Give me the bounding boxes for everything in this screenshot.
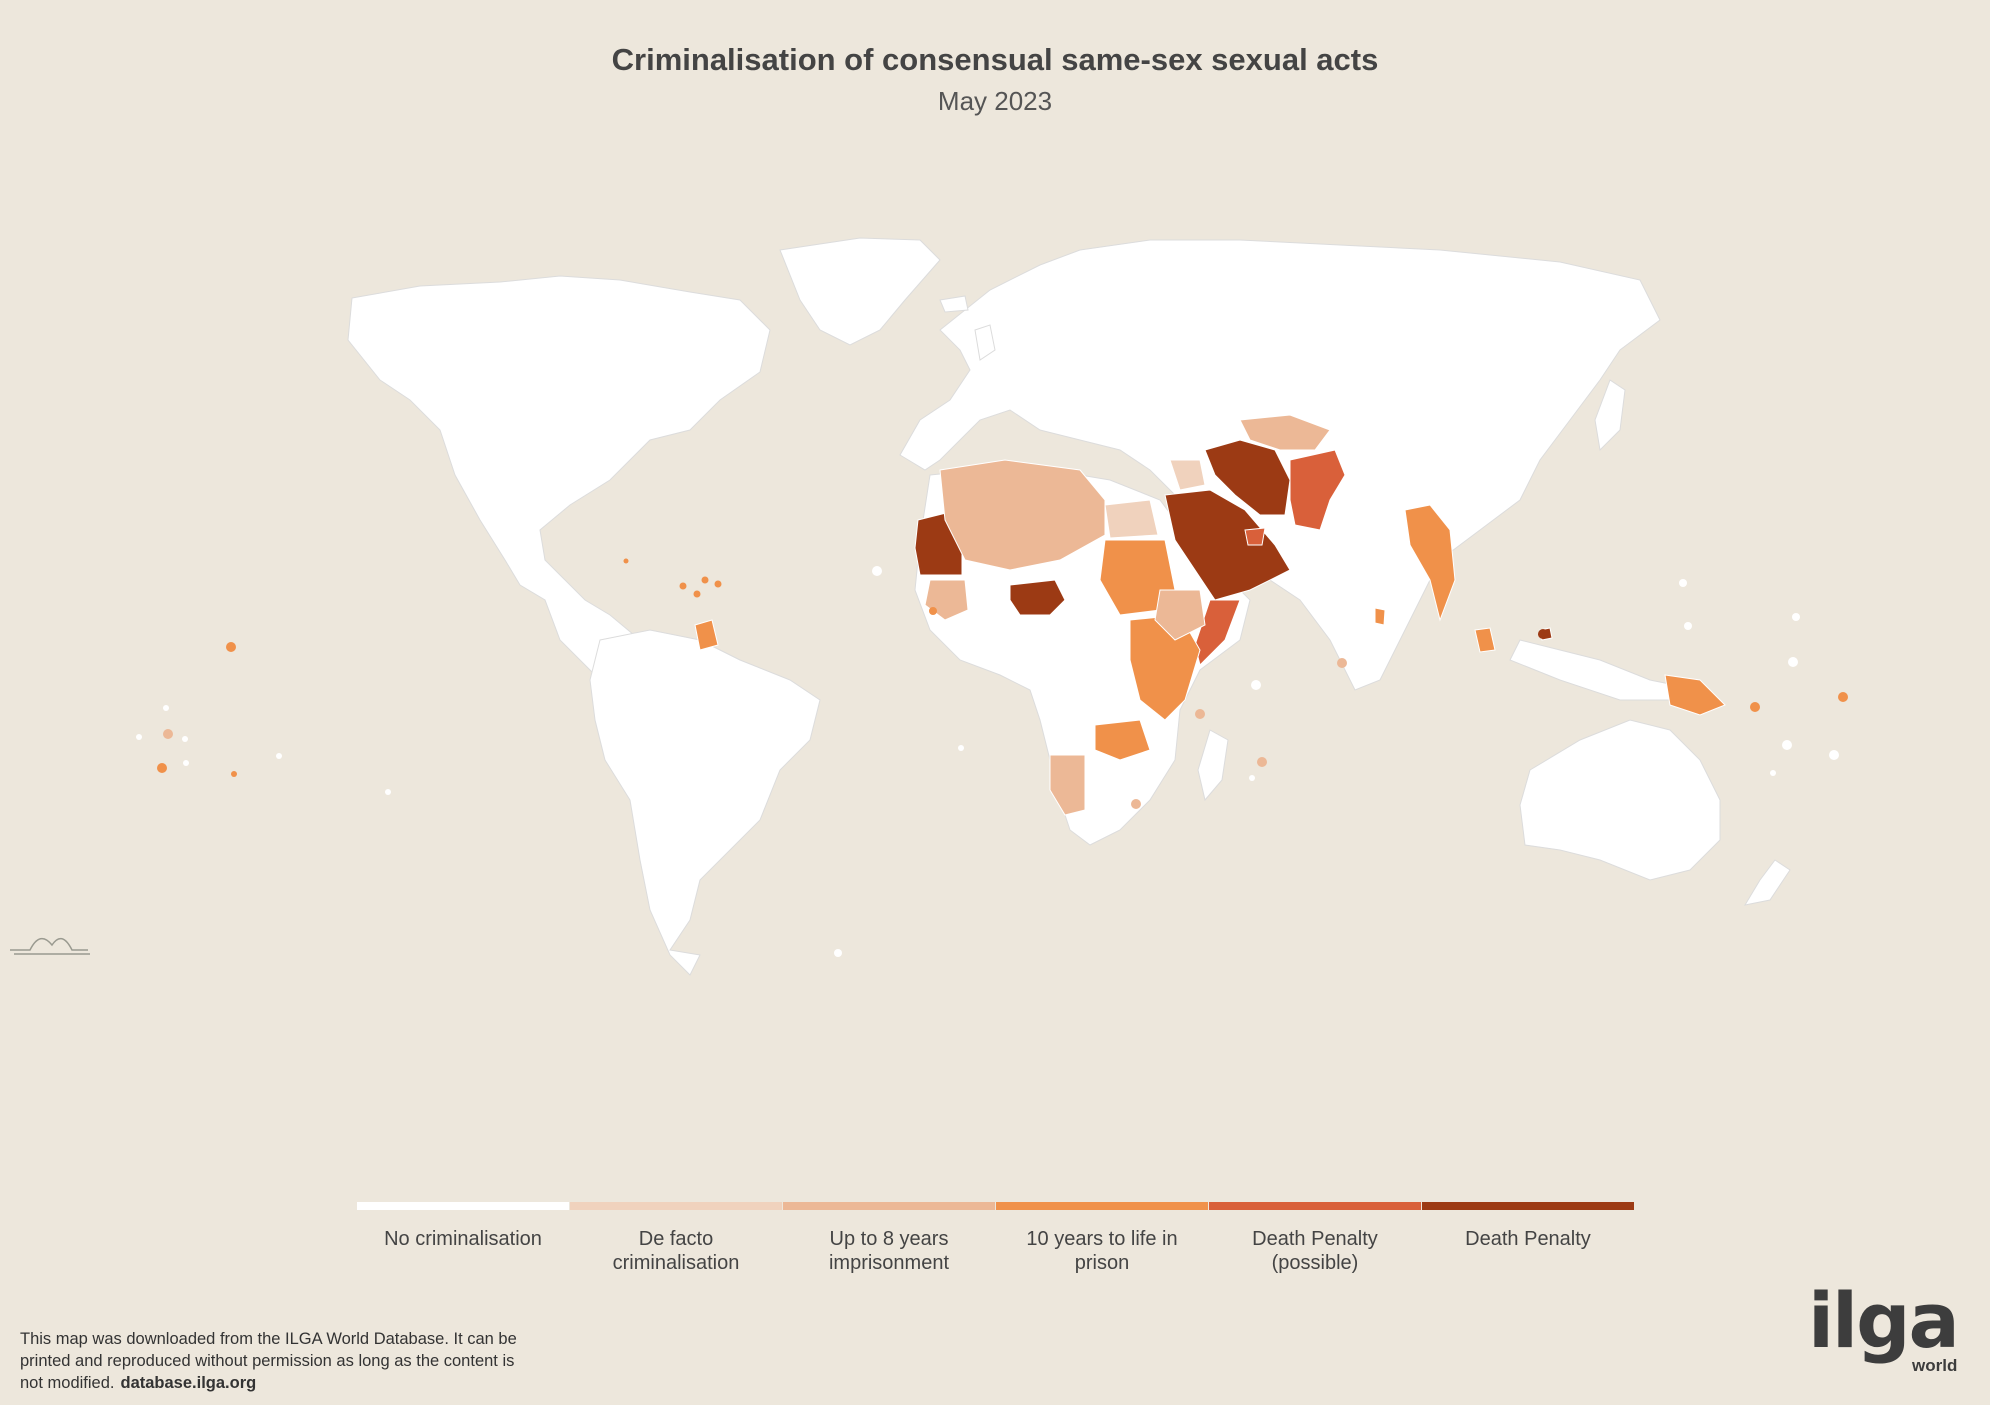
legend-label: Death Penalty (possible) <box>1252 1228 1378 1274</box>
island-marker <box>1249 775 1255 781</box>
region-ten-to-life-guyana <box>694 619 719 651</box>
island-marker <box>958 745 964 751</box>
island-marker <box>136 734 142 740</box>
region-death-penalty-saudi-arabia <box>1164 489 1291 601</box>
legend-swatch <box>570 1202 782 1210</box>
landmass-greenland <box>779 237 941 346</box>
island-marker <box>1684 622 1692 630</box>
island-marker <box>834 949 842 957</box>
region-death-penalty-iran <box>1204 439 1291 516</box>
source-note-text: This map was downloaded from the ILGA Wo… <box>20 1330 517 1392</box>
region-de-facto-egypt <box>1104 499 1159 539</box>
island-marker <box>1251 680 1261 690</box>
logo-sub: world <box>1912 1356 1958 1375</box>
landmass-madagascar <box>1197 729 1229 802</box>
legend-label: No criminalisation <box>384 1228 542 1250</box>
ilga-world-logo: ilga world <box>1808 1276 1960 1380</box>
criminalisation-layer <box>694 414 1726 816</box>
landmass-new-zealand <box>1743 859 1791 906</box>
island-marker <box>385 789 391 795</box>
region-up-to-8-ethiopia <box>1154 589 1206 641</box>
island-marker <box>714 580 722 588</box>
source-url[interactable]: database.ilga.org <box>120 1374 257 1392</box>
legend-swatch <box>1422 1202 1634 1210</box>
legend-item: No criminalisation <box>357 1202 569 1342</box>
island-marker <box>1788 657 1798 667</box>
inset-sketch-icon <box>10 937 90 955</box>
island-marker <box>693 590 701 598</box>
region-ten-to-life-myanmar <box>1404 504 1456 622</box>
region-de-facto-iraq <box>1169 459 1206 491</box>
legend-swatch <box>783 1202 995 1210</box>
island-marker <box>679 582 687 590</box>
legend-swatch <box>1209 1202 1421 1210</box>
source-note: This map was downloaded from the ILGA Wo… <box>20 1328 540 1394</box>
region-up-to-8-north-africa <box>939 459 1106 571</box>
region-death-possible-somalia <box>1194 599 1241 666</box>
region-death-penalty-nigeria <box>1009 579 1066 616</box>
island-marker <box>182 736 188 742</box>
landmass-australia <box>1519 719 1721 881</box>
region-up-to-8-central-asia <box>1239 414 1331 451</box>
region-ten-to-life-malaysia <box>1474 627 1496 653</box>
region-ten-to-life-zambia <box>1094 719 1151 761</box>
logo-word: ilga <box>1808 1276 1960 1365</box>
legend: No criminalisation De facto criminalisati… <box>357 1202 1634 1342</box>
landmass-south-america <box>589 629 821 976</box>
landmass-north-america <box>347 275 771 691</box>
region-death-possible-uae-qatar <box>1244 527 1266 546</box>
island-marker <box>1195 709 1205 719</box>
map-title: Criminalisation of consensual same-sex s… <box>611 42 1379 77</box>
map-subtitle: May 2023 <box>937 86 1053 116</box>
island-marker <box>929 607 937 615</box>
island-marker <box>1770 770 1776 776</box>
island-marker <box>163 729 173 739</box>
island-marker <box>183 760 189 766</box>
legend-item: Death Penalty <box>1422 1202 1634 1342</box>
legend-item: Up to 8 years imprisonment <box>783 1202 995 1342</box>
island-marker <box>1792 613 1800 621</box>
legend-item: De facto criminalisation <box>570 1202 782 1342</box>
island-marker <box>1131 799 1141 809</box>
island-marker <box>1337 658 1347 668</box>
island-marker <box>1679 579 1687 587</box>
landmass-iceland <box>939 295 969 313</box>
island-marker <box>1750 702 1760 712</box>
island-marker <box>1538 629 1548 639</box>
island-marker <box>157 763 167 773</box>
island-marker <box>623 558 629 564</box>
region-death-possible-afghanistan-pakistan <box>1289 449 1346 531</box>
island-marker <box>1829 750 1839 760</box>
legend-swatch <box>996 1202 1208 1210</box>
island-marker <box>276 753 282 759</box>
legend-label: De facto criminalisation <box>612 1228 740 1274</box>
landmass-uk <box>974 324 996 361</box>
island-marker <box>231 771 237 777</box>
legend-label: 10 years to life in prison <box>1026 1228 1178 1274</box>
region-up-to-8-namibia <box>1049 754 1086 816</box>
island-marker <box>226 642 236 652</box>
island-marker <box>163 705 169 711</box>
region-ten-to-life-papua-new-guinea <box>1664 674 1726 716</box>
legend-label: Death Penalty <box>1465 1228 1591 1250</box>
region-ten-to-life-sri-lanka <box>1374 607 1386 626</box>
legend-label: Up to 8 years imprisonment <box>828 1228 950 1274</box>
legend-item: 10 years to life in prison <box>996 1202 1208 1342</box>
landmass-japan <box>1594 379 1626 452</box>
island-marker <box>1257 757 1267 767</box>
small-island-states-layer <box>136 558 1848 957</box>
island-marker <box>701 576 709 584</box>
island-marker <box>872 566 882 576</box>
legend-item: Death Penalty (possible) <box>1209 1202 1421 1342</box>
island-marker <box>1782 740 1792 750</box>
legend-swatch <box>357 1202 569 1210</box>
island-marker <box>1838 692 1848 702</box>
landmass-layer <box>347 237 1791 976</box>
